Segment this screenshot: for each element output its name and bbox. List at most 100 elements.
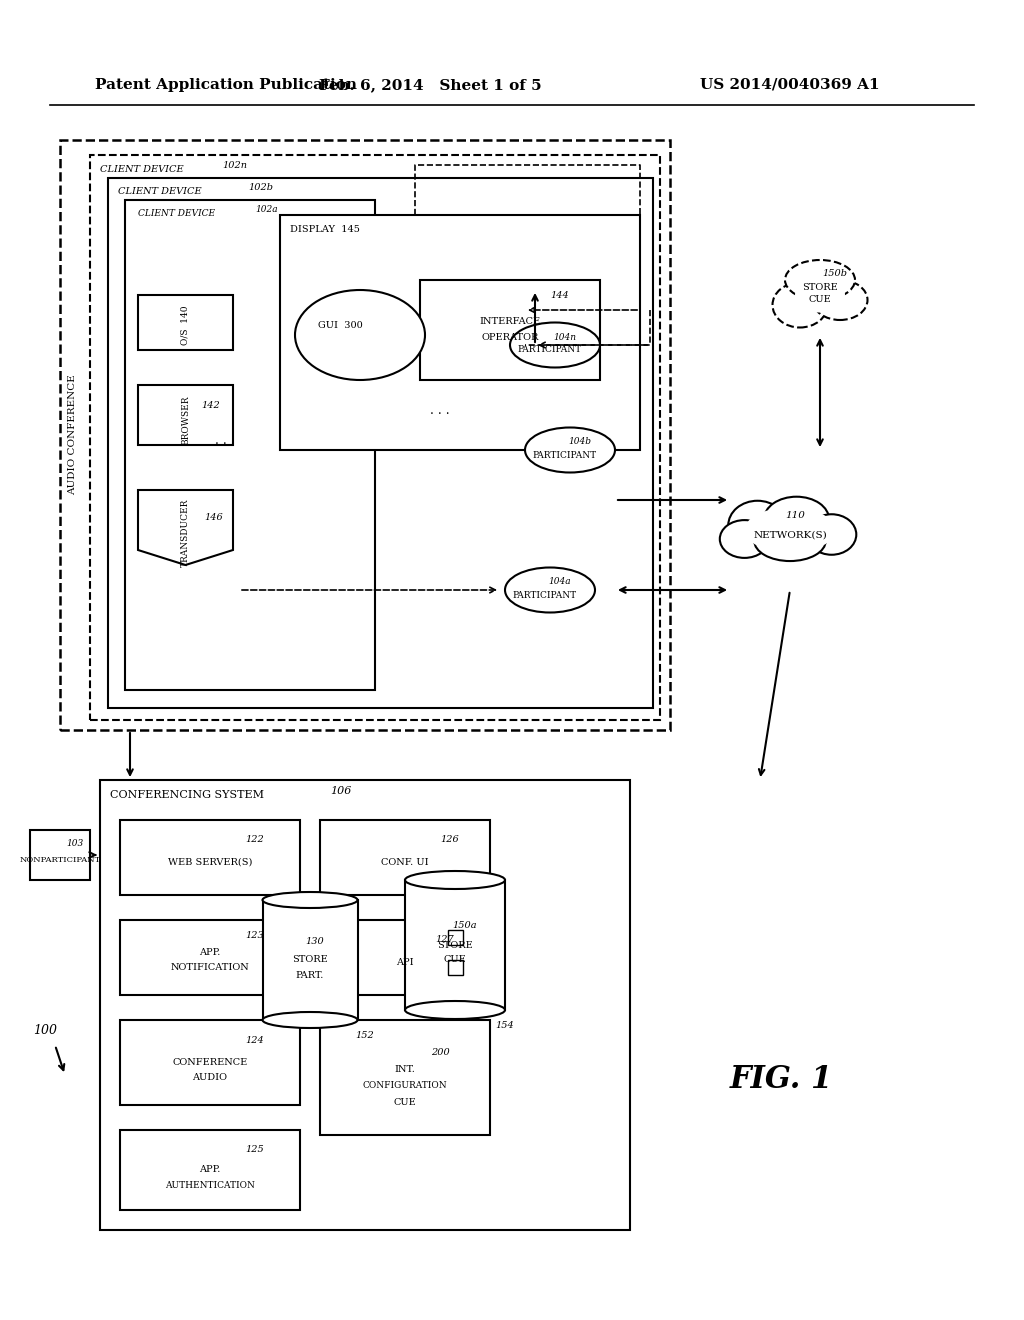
Text: 127: 127 bbox=[435, 935, 455, 944]
Text: PARTICIPANT: PARTICIPANT bbox=[513, 590, 578, 599]
Bar bbox=[280, 215, 640, 450]
Text: API: API bbox=[396, 958, 414, 968]
Ellipse shape bbox=[262, 1012, 357, 1028]
Text: 102a: 102a bbox=[255, 206, 278, 214]
Text: 124: 124 bbox=[246, 1036, 264, 1045]
Bar bbox=[120, 920, 300, 995]
Text: O/S  140: O/S 140 bbox=[181, 306, 190, 346]
Bar bbox=[447, 960, 463, 975]
Bar bbox=[120, 1020, 300, 1105]
Text: NOTIFICATION: NOTIFICATION bbox=[171, 964, 250, 972]
Polygon shape bbox=[138, 490, 233, 565]
Text: INT.: INT. bbox=[394, 1065, 416, 1074]
Text: 142: 142 bbox=[201, 400, 220, 409]
Bar bbox=[447, 931, 463, 945]
Text: 154: 154 bbox=[496, 1020, 514, 1030]
Text: US 2014/0040369 A1: US 2014/0040369 A1 bbox=[700, 78, 880, 92]
Text: CUE: CUE bbox=[809, 296, 831, 305]
Bar bbox=[30, 830, 90, 880]
Text: . . .: . . . bbox=[430, 404, 450, 417]
Ellipse shape bbox=[728, 500, 786, 550]
Ellipse shape bbox=[785, 260, 855, 300]
Text: 144: 144 bbox=[551, 290, 569, 300]
Text: NETWORK(S): NETWORK(S) bbox=[753, 531, 826, 540]
Text: 125: 125 bbox=[246, 1146, 264, 1155]
Ellipse shape bbox=[755, 520, 825, 561]
Text: 102n: 102n bbox=[222, 161, 247, 169]
Text: 146: 146 bbox=[204, 513, 223, 521]
Text: 102b: 102b bbox=[248, 183, 273, 193]
Text: AUDIO: AUDIO bbox=[193, 1073, 227, 1082]
Bar bbox=[138, 385, 233, 445]
Ellipse shape bbox=[295, 290, 425, 380]
Text: 150a: 150a bbox=[453, 920, 477, 929]
Bar bbox=[120, 1130, 300, 1210]
Text: CONF. UI: CONF. UI bbox=[381, 858, 429, 867]
Bar bbox=[60, 140, 670, 730]
Text: Patent Application Publication: Patent Application Publication bbox=[95, 78, 357, 92]
Text: CONFERENCE: CONFERENCE bbox=[172, 1059, 248, 1067]
Text: 104a: 104a bbox=[549, 578, 571, 586]
Text: 110: 110 bbox=[785, 511, 805, 520]
Bar bbox=[108, 178, 653, 708]
Text: 126: 126 bbox=[440, 836, 460, 843]
Text: GUI  300: GUI 300 bbox=[317, 321, 362, 330]
Bar bbox=[90, 154, 660, 719]
Bar bbox=[319, 820, 490, 895]
Text: 103: 103 bbox=[67, 838, 84, 847]
Ellipse shape bbox=[772, 282, 827, 327]
Text: 200: 200 bbox=[431, 1048, 450, 1057]
Text: PART.: PART. bbox=[296, 970, 325, 979]
Text: APP.: APP. bbox=[200, 1166, 221, 1175]
Text: 123: 123 bbox=[246, 931, 264, 940]
Text: STORE: STORE bbox=[802, 282, 838, 292]
Ellipse shape bbox=[262, 892, 357, 908]
Text: 150b: 150b bbox=[822, 268, 848, 277]
Ellipse shape bbox=[720, 520, 769, 558]
Text: CUE: CUE bbox=[393, 1098, 417, 1107]
Text: TRANSDUCER: TRANSDUCER bbox=[181, 499, 190, 566]
Bar bbox=[125, 201, 375, 690]
Text: WEB SERVER(S): WEB SERVER(S) bbox=[168, 858, 252, 867]
Text: 130: 130 bbox=[305, 937, 325, 946]
Text: 106: 106 bbox=[330, 785, 351, 796]
Text: CLIENT DEVICE: CLIENT DEVICE bbox=[138, 210, 221, 219]
Ellipse shape bbox=[744, 507, 836, 553]
Text: INTERFACE: INTERFACE bbox=[479, 318, 541, 326]
Bar bbox=[406, 880, 505, 1010]
Text: DISPLAY  145: DISPLAY 145 bbox=[290, 226, 359, 235]
Text: FIG. 1: FIG. 1 bbox=[730, 1064, 834, 1096]
Text: PARTICIPANT: PARTICIPANT bbox=[518, 346, 582, 355]
Ellipse shape bbox=[807, 515, 856, 554]
Bar bbox=[138, 294, 233, 350]
Text: PARTICIPANT: PARTICIPANT bbox=[532, 450, 597, 459]
Bar bbox=[120, 820, 300, 895]
Ellipse shape bbox=[795, 277, 845, 313]
Ellipse shape bbox=[406, 1001, 505, 1019]
Text: STORE: STORE bbox=[437, 940, 473, 949]
Text: CUE: CUE bbox=[443, 956, 466, 965]
Ellipse shape bbox=[764, 496, 829, 541]
Ellipse shape bbox=[510, 322, 600, 367]
Bar bbox=[319, 920, 490, 995]
Text: CLIENT DEVICE: CLIENT DEVICE bbox=[118, 187, 208, 197]
Bar bbox=[100, 780, 630, 1230]
Text: 122: 122 bbox=[246, 836, 264, 843]
Text: 152: 152 bbox=[355, 1031, 375, 1040]
Ellipse shape bbox=[406, 871, 505, 888]
Text: APP.: APP. bbox=[200, 948, 221, 957]
Text: AUTHENTICATION: AUTHENTICATION bbox=[165, 1180, 255, 1189]
Text: OPERATOR: OPERATOR bbox=[481, 334, 539, 342]
Text: . . .: . . . bbox=[215, 433, 234, 446]
Text: 104b: 104b bbox=[568, 437, 592, 446]
Text: CONFERENCING SYSTEM: CONFERENCING SYSTEM bbox=[110, 789, 264, 800]
Text: CLIENT DEVICE: CLIENT DEVICE bbox=[100, 165, 189, 173]
Text: AUDIO CONFERENCE: AUDIO CONFERENCE bbox=[69, 375, 78, 495]
Text: 100: 100 bbox=[33, 1023, 57, 1036]
Text: 104n: 104n bbox=[554, 333, 577, 342]
Text: Feb. 6, 2014   Sheet 1 of 5: Feb. 6, 2014 Sheet 1 of 5 bbox=[318, 78, 542, 92]
Ellipse shape bbox=[812, 280, 867, 319]
Ellipse shape bbox=[505, 568, 595, 612]
Bar bbox=[319, 1020, 490, 1135]
Bar bbox=[420, 280, 600, 380]
